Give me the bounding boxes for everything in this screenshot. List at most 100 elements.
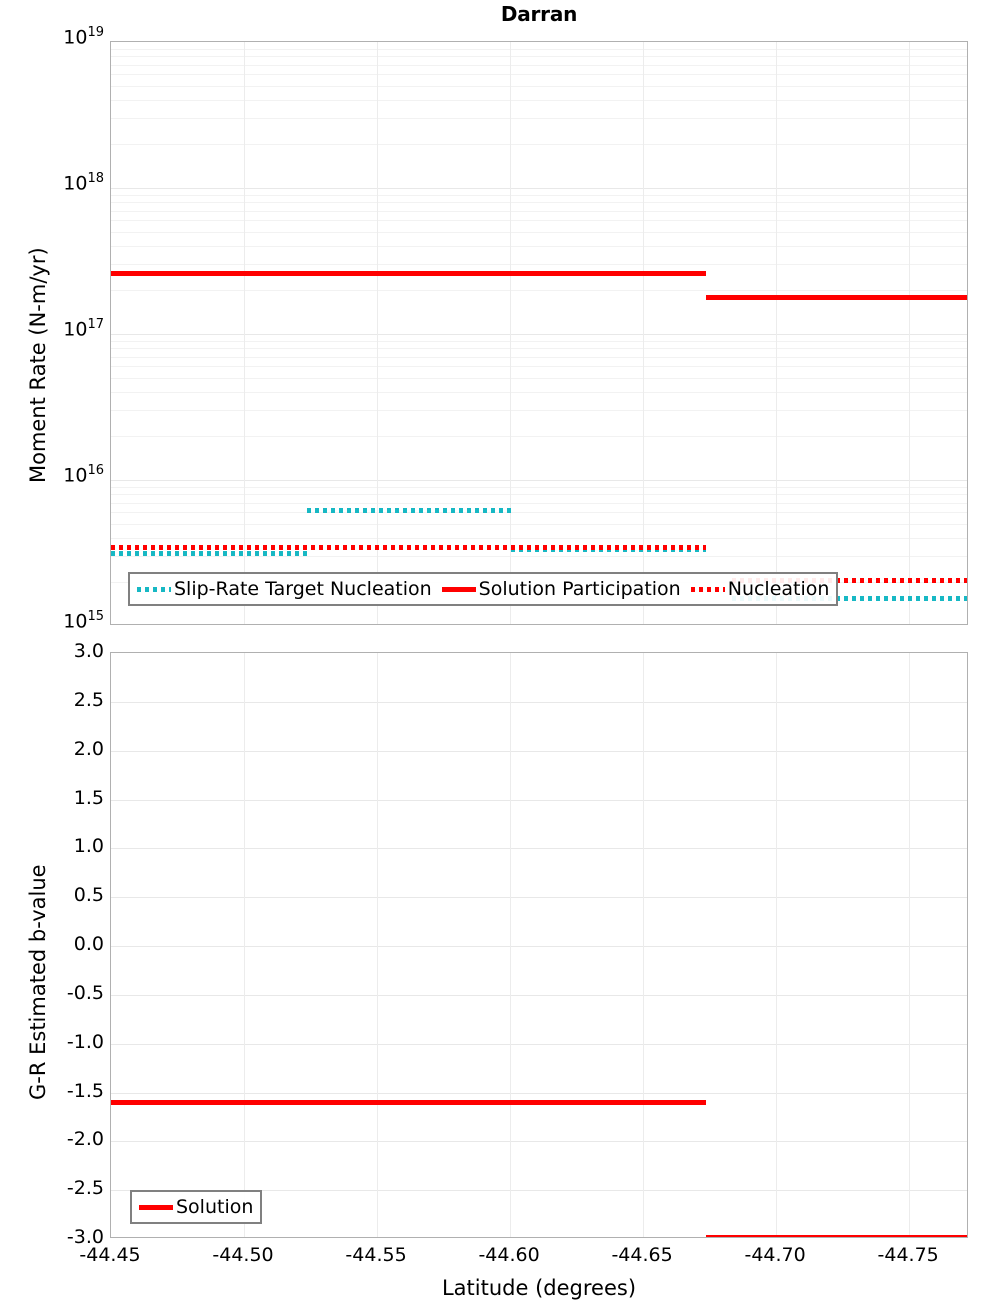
top-y-tick-1e19: 1019 [0,25,104,48]
bottom-y-axis-label: G-R Estimated b-value [26,864,50,1100]
solution-bvalue-seg-1 [111,1099,706,1105]
gridline-vertical--44.55 [377,653,379,1237]
gridline-vertical--44.75 [909,653,911,1237]
bottom-y-tick--1.0: -1.0 [66,1030,104,1053]
page-title: Darran [500,2,578,26]
bottom-y-tick--1.5: -1.5 [66,1079,104,1102]
x-axis-label: Latitude (degrees) [441,1276,637,1300]
legend-swatch-dotted-line-icon [690,586,725,592]
top-y-tick-mantissa: 10 [63,464,88,487]
x-tick--44.65: -44.65 [611,1244,673,1266]
legend-entry-3[interactable]: Nucleation [690,577,830,600]
gridline-minor [111,85,967,87]
gridline-minor [111,366,967,368]
gridline-vertical--44.65 [643,42,645,624]
x-tick--44.60: -44.60 [478,1244,540,1266]
bottom-y-tick-0.0: 0.0 [73,933,104,955]
gridline-major-1e18 [111,188,967,189]
nucleation-seg-2 [732,577,967,583]
gridline-minor [111,210,967,212]
gridline-0.5 [111,897,967,899]
gridline-2.0 [111,750,967,752]
gridline-vertical--44.60 [510,653,512,1237]
gridline-minor [111,290,967,292]
x-tick--44.70: -44.70 [744,1244,806,1266]
top-y-tick-exponent: 18 [87,171,104,186]
gridline-minor [111,231,967,233]
gridline-minor [111,348,967,350]
gridline-minor [111,523,967,525]
gridline-1.5 [111,799,967,801]
bottom-y-tick-1.5: 1.5 [73,786,104,809]
bottom-y-tick-1.0: 1.0 [73,835,104,858]
top-y-tick-1e17: 1017 [0,317,104,340]
gridline-minor [111,512,967,514]
gridline-minor [111,410,967,412]
top-y-tick-1e16: 1016 [0,463,104,486]
slip-rate-target-nucleation-seg-2 [306,507,512,513]
gridline-vertical--44.70 [776,653,778,1237]
legend-label: Nucleation [727,577,830,600]
gridline-major-1e16 [111,480,967,481]
gridline-minor [111,502,967,504]
top-y-tick-mantissa: 10 [63,172,88,195]
gridline-vertical--44.70 [776,42,778,624]
bottom-y-tick-0.5: 0.5 [73,884,104,907]
top-legend[interactable]: Slip-Rate Target Nucleation Solution Part… [128,572,839,606]
gridline-minor [111,64,967,66]
gridline-vertical--44.65 [643,653,645,1237]
gridline--1.5 [111,1092,967,1094]
nucleation-seg-1 [111,544,706,550]
gridline--0.5 [111,994,967,996]
gridline--2.5 [111,1190,967,1192]
b-value-plot [110,652,968,1238]
gridline-minor [111,340,967,342]
x-tick--44.50: -44.50 [212,1244,274,1266]
gridline-minor [111,264,967,266]
gridline-vertical--44.60 [510,42,512,624]
bottom-legend[interactable]: Solution [130,1190,263,1224]
gridline-minor [111,556,967,558]
top-y-tick-mantissa: 10 [63,318,88,341]
legend-entry-solution[interactable]: Solution [139,1195,254,1218]
gridline-vertical--44.55 [377,42,379,624]
gridline-vertical--44.75 [909,42,911,624]
gridline-1.0 [111,848,967,850]
gridline--2.0 [111,1141,967,1143]
gridline-minor [111,74,967,76]
legend-swatch-solid-line-icon [441,586,476,592]
x-tick--44.55: -44.55 [345,1244,407,1266]
legend-label: Solution Participation [478,577,681,600]
slip-rate-target-nucleation-seg-4 [732,595,967,601]
gridline-minor [111,486,967,488]
bottom-y-tick-2.0: 2.0 [73,737,104,760]
gridline-minor [111,144,967,146]
legend-entry-1[interactable]: Slip-Rate Target Nucleation [137,579,432,599]
legend-entry-2[interactable]: Solution Participation [441,577,681,600]
gridline-minor [111,100,967,102]
gridline-minor [111,202,967,204]
gridline--1.0 [111,1043,967,1045]
gridline-2.5 [111,701,967,703]
solution-bvalue-seg-2 [705,1234,967,1237]
gridline-minor [111,494,967,496]
gridline-minor [111,246,967,248]
gridline-vertical--44.50 [244,653,246,1237]
legend-swatch-dotted-line-icon [137,586,171,592]
solution-participation-seg-1 [111,270,706,276]
gridline-minor [111,48,967,50]
top-y-axis-label: Moment Rate (N-m/yr) [26,247,50,483]
gridline-minor [111,392,967,394]
legend-label: Solution [176,1195,254,1218]
top-y-tick-1e15: 1015 [0,609,104,632]
bottom-y-tick--3.0: -3.0 [66,1226,104,1248]
solution-participation-seg-2 [705,294,967,300]
gridline-major-1e17 [111,334,967,335]
gridline-minor [111,538,967,540]
bottom-y-tick--2.0: -2.0 [66,1128,104,1151]
gridline-vertical--44.50 [244,42,246,624]
top-y-tick-mantissa: 10 [63,26,88,49]
bottom-y-tick-3.0: 3.0 [73,640,104,662]
bottom-y-tick--2.5: -2.5 [66,1177,104,1200]
